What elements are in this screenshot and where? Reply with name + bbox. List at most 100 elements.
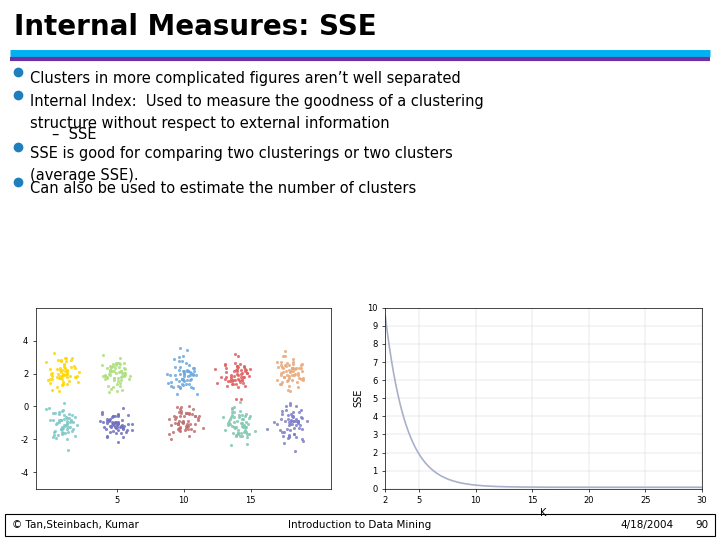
- Point: [277, 368, 289, 376]
- Point: [230, 380, 242, 389]
- Point: [235, 369, 247, 378]
- Point: [294, 364, 305, 373]
- Point: [109, 364, 121, 373]
- Point: [109, 367, 120, 375]
- Point: [176, 380, 188, 389]
- Point: [165, 377, 176, 386]
- Point: [297, 414, 308, 422]
- Point: [234, 432, 246, 441]
- Point: [116, 422, 127, 430]
- Point: [68, 417, 79, 426]
- Point: [127, 420, 138, 428]
- Point: [60, 368, 72, 377]
- Point: [215, 373, 227, 381]
- Point: [243, 430, 255, 438]
- Point: [224, 420, 235, 429]
- Point: [120, 371, 131, 380]
- Point: [227, 380, 238, 389]
- Point: [102, 381, 114, 390]
- Text: SSE is good for comparing two clusterings or two clusters
(average SSE).: SSE is good for comparing two clustering…: [30, 146, 453, 183]
- Point: [172, 418, 184, 427]
- Point: [63, 410, 75, 418]
- Point: [271, 420, 283, 428]
- Point: [281, 362, 292, 370]
- Point: [174, 362, 186, 371]
- Point: [189, 364, 200, 373]
- Point: [175, 370, 186, 379]
- Point: [239, 363, 251, 372]
- Point: [178, 372, 189, 380]
- Point: [164, 371, 176, 380]
- Point: [122, 426, 133, 434]
- Point: [241, 368, 253, 377]
- Point: [108, 376, 120, 384]
- Point: [163, 415, 174, 423]
- Point: [184, 367, 195, 376]
- Point: [281, 371, 292, 380]
- Point: [57, 406, 68, 415]
- Point: [169, 370, 181, 379]
- Point: [290, 402, 302, 411]
- Point: [109, 359, 121, 367]
- Point: [230, 365, 242, 374]
- Point: [102, 433, 113, 441]
- Point: [178, 367, 189, 375]
- Point: [114, 363, 125, 372]
- Point: [278, 373, 289, 381]
- Point: [55, 356, 67, 364]
- Point: [297, 434, 308, 443]
- Point: [276, 361, 287, 370]
- Point: [53, 408, 64, 416]
- Point: [292, 370, 303, 379]
- Point: [69, 363, 81, 372]
- Point: [291, 415, 302, 423]
- Point: [112, 425, 124, 434]
- Point: [231, 367, 243, 375]
- Point: [178, 376, 189, 385]
- Point: [272, 362, 284, 371]
- Point: [222, 376, 234, 385]
- Point: [117, 433, 129, 441]
- Point: [244, 411, 256, 420]
- Point: [183, 425, 194, 434]
- Point: [112, 420, 123, 429]
- Point: [290, 433, 302, 441]
- Point: [287, 367, 299, 375]
- Point: [59, 367, 71, 375]
- Point: [178, 369, 189, 377]
- Point: [286, 417, 297, 426]
- Point: [228, 372, 240, 380]
- Point: [59, 429, 71, 437]
- Point: [221, 364, 233, 373]
- Point: [236, 376, 248, 384]
- Point: [293, 407, 305, 416]
- Point: [225, 415, 236, 423]
- Point: [241, 433, 253, 442]
- Point: [186, 369, 197, 377]
- Point: [186, 409, 198, 418]
- Point: [287, 358, 299, 367]
- Point: [53, 387, 65, 395]
- Text: 4/18/2004: 4/18/2004: [620, 520, 673, 530]
- Point: [189, 420, 200, 429]
- Point: [107, 420, 118, 429]
- Point: [235, 378, 246, 387]
- Point: [241, 430, 253, 438]
- Point: [279, 416, 290, 425]
- Point: [169, 418, 181, 427]
- Point: [60, 413, 71, 422]
- Point: [66, 415, 77, 424]
- Point: [171, 403, 182, 411]
- Point: [66, 417, 77, 426]
- Point: [292, 417, 304, 426]
- Point: [182, 422, 194, 430]
- Point: [55, 366, 67, 375]
- Point: [276, 368, 287, 377]
- Point: [46, 386, 58, 394]
- Point: [59, 421, 71, 429]
- Point: [165, 434, 176, 443]
- Point: [237, 422, 248, 431]
- Point: [184, 361, 195, 369]
- Point: [53, 416, 64, 425]
- Point: [180, 409, 192, 417]
